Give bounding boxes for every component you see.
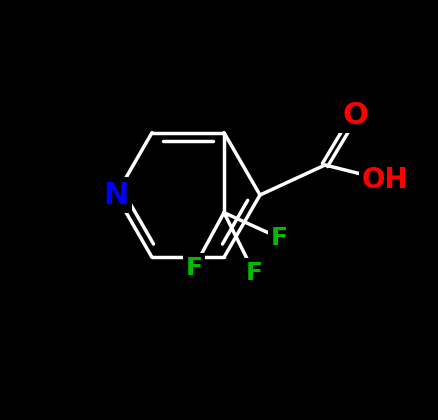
Text: F: F [185, 256, 202, 280]
Text: N: N [103, 181, 128, 210]
Text: O: O [341, 100, 367, 129]
Text: OH: OH [361, 166, 407, 194]
Text: F: F [270, 226, 287, 249]
Text: F: F [245, 261, 262, 285]
